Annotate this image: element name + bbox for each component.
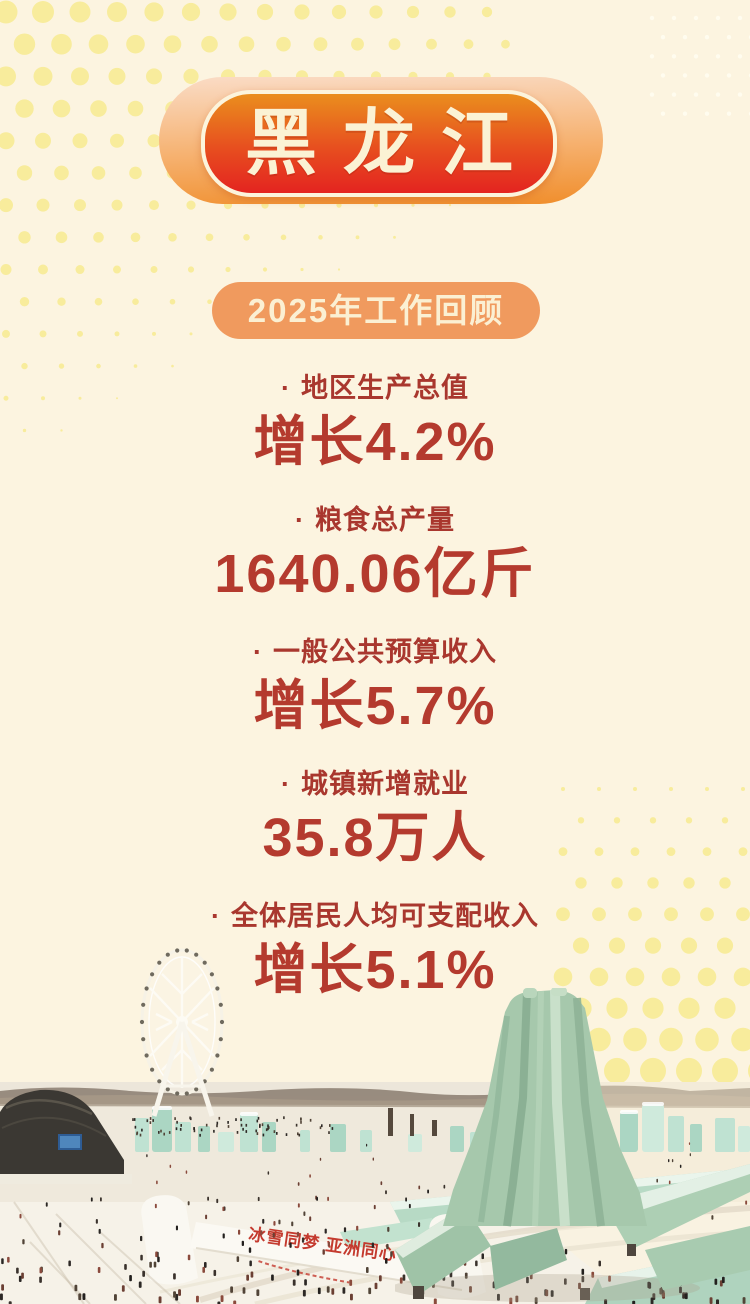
stat-value: 35.8万人 xyxy=(262,808,488,868)
slogan-english-line xyxy=(258,1260,350,1284)
stat-label: · 地区生产总值 xyxy=(0,372,750,404)
poster-title: 黑龙江 xyxy=(244,103,539,184)
chimneys xyxy=(388,1108,437,1136)
stat-value: 1640.06亿斤 xyxy=(214,544,536,604)
stat-employment: · 城镇新增就业 35.8万人 xyxy=(0,768,750,867)
halftone-dots-topright xyxy=(649,15,750,116)
bullet-icon: · xyxy=(281,769,291,799)
wheel-cabins xyxy=(139,948,225,1096)
stat-value: 增长5.7% xyxy=(253,676,497,736)
stat-grain: · 粮食总产量 1640.06亿斤 xyxy=(0,504,750,603)
stat-label-text: 一般公共预算收入 xyxy=(273,637,497,667)
stat-label: · 粮食总产量 xyxy=(0,504,750,536)
subtitle-badge: 2025年工作回顾 xyxy=(212,282,540,339)
stat-label: · 城镇新增就业 xyxy=(0,768,750,800)
wheel-legs xyxy=(151,1021,215,1117)
exhibition-building xyxy=(0,1089,132,1184)
title-badge: 黑龙江 xyxy=(159,77,603,204)
stat-value: 增长5.1% xyxy=(253,940,497,1000)
stat-label: · 一般公共预算收入 xyxy=(0,636,750,668)
stat-label-text: 全体居民人均可支配收入 xyxy=(231,901,539,931)
stat-value: 增长4.2% xyxy=(253,412,497,472)
ice-tower-sculpture xyxy=(395,988,750,1302)
title-badge-inner: 黑龙江 xyxy=(201,90,557,197)
stat-budget: · 一般公共预算收入 增长5.7% xyxy=(0,636,750,735)
stat-label-text: 粮食总产量 xyxy=(315,505,455,535)
bullet-icon: · xyxy=(211,901,221,931)
bullet-icon: · xyxy=(253,637,263,667)
bullet-icon: · xyxy=(295,505,305,535)
stat-income: · 全体居民人均可支配收入 增长5.1% xyxy=(0,900,750,999)
ferris-wheel xyxy=(139,948,225,1117)
stat-gdp: · 地区生产总值 增长4.2% xyxy=(0,372,750,471)
poster-subtitle: 2025年工作回顾 xyxy=(247,292,505,329)
shadow-streaks xyxy=(13,1201,181,1304)
stats-list: · 地区生产总值 增长4.2% · 粮食总产量 1640.06亿斤 · 一般公共预算收… xyxy=(0,372,750,1032)
ice-structures xyxy=(135,1102,750,1152)
stat-label-text: 城镇新增就业 xyxy=(301,769,469,799)
stat-label-text: 地区生产总值 xyxy=(301,373,469,403)
stat-label: · 全体居民人均可支配收入 xyxy=(0,900,750,932)
bullet-icon: · xyxy=(281,373,291,403)
